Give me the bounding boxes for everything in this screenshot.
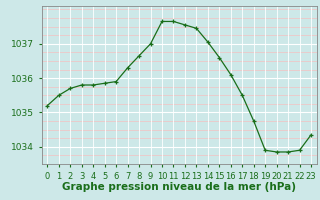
X-axis label: Graphe pression niveau de la mer (hPa): Graphe pression niveau de la mer (hPa) — [62, 182, 296, 192]
